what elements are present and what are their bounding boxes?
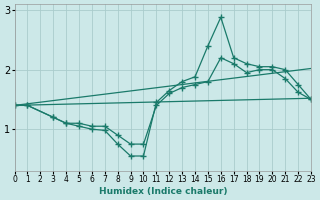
X-axis label: Humidex (Indice chaleur): Humidex (Indice chaleur) bbox=[99, 187, 227, 196]
